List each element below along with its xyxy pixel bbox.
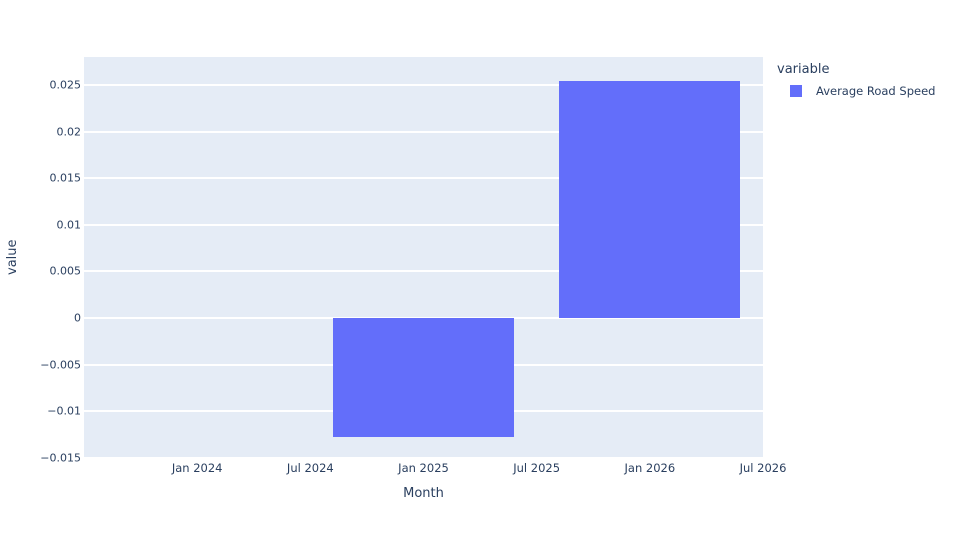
y-gridline [84, 130, 763, 133]
bar-jan-2026[interactable] [559, 81, 741, 319]
x-tick-label: Jul 2024 [286, 461, 334, 475]
y-tick-label: 0.015 [49, 171, 82, 185]
y-tick-label: −0.005 [40, 358, 81, 372]
plot-area [84, 57, 763, 459]
legend-swatch-icon [790, 85, 802, 97]
legend-item-average-road-speed[interactable]: Average Road Speed [790, 84, 935, 98]
y-tick-label: 0.01 [56, 218, 82, 232]
y-tick-label: 0.025 [49, 78, 82, 92]
legend-title: variable [777, 62, 830, 77]
x-tick-label: Jan 2024 [171, 461, 223, 475]
x-axis-title: Month [403, 486, 444, 501]
x-tick-label: Jan 2025 [398, 461, 449, 475]
legend-item-label: Average Road Speed [816, 84, 936, 98]
bar-jan-2025[interactable] [332, 318, 515, 438]
y-gridline [84, 83, 763, 86]
y-gridline [84, 457, 763, 459]
y-tick-label: 0.02 [56, 125, 82, 139]
x-tick-label: Jul 2026 [739, 461, 787, 475]
x-axis-tick-labels: Jan 2024 Jul 2024 Jan 2025 Jul 2025 Jan 2026… [84, 461, 787, 477]
y-tick-label: −0.015 [40, 451, 81, 465]
y-tick-label: −0.01 [47, 404, 81, 418]
x-tick-label: Jul 2025 [513, 461, 561, 475]
x-tick-label: Jan 2026 [624, 461, 676, 475]
y-axis-title: value [5, 239, 20, 276]
y-axis-tick-labels: 0.025 0.02 0.015 0.01 0.005 0 −0.005 −0.01 −0.01… [0, 57, 82, 464]
y-gridline [84, 270, 763, 273]
y-gridline [84, 223, 763, 226]
y-gridline [84, 177, 763, 180]
y-tick-label: 0.005 [49, 264, 82, 278]
y-tick-label: 0 [74, 311, 81, 325]
legend: variable Average Road Speed [777, 62, 935, 98]
